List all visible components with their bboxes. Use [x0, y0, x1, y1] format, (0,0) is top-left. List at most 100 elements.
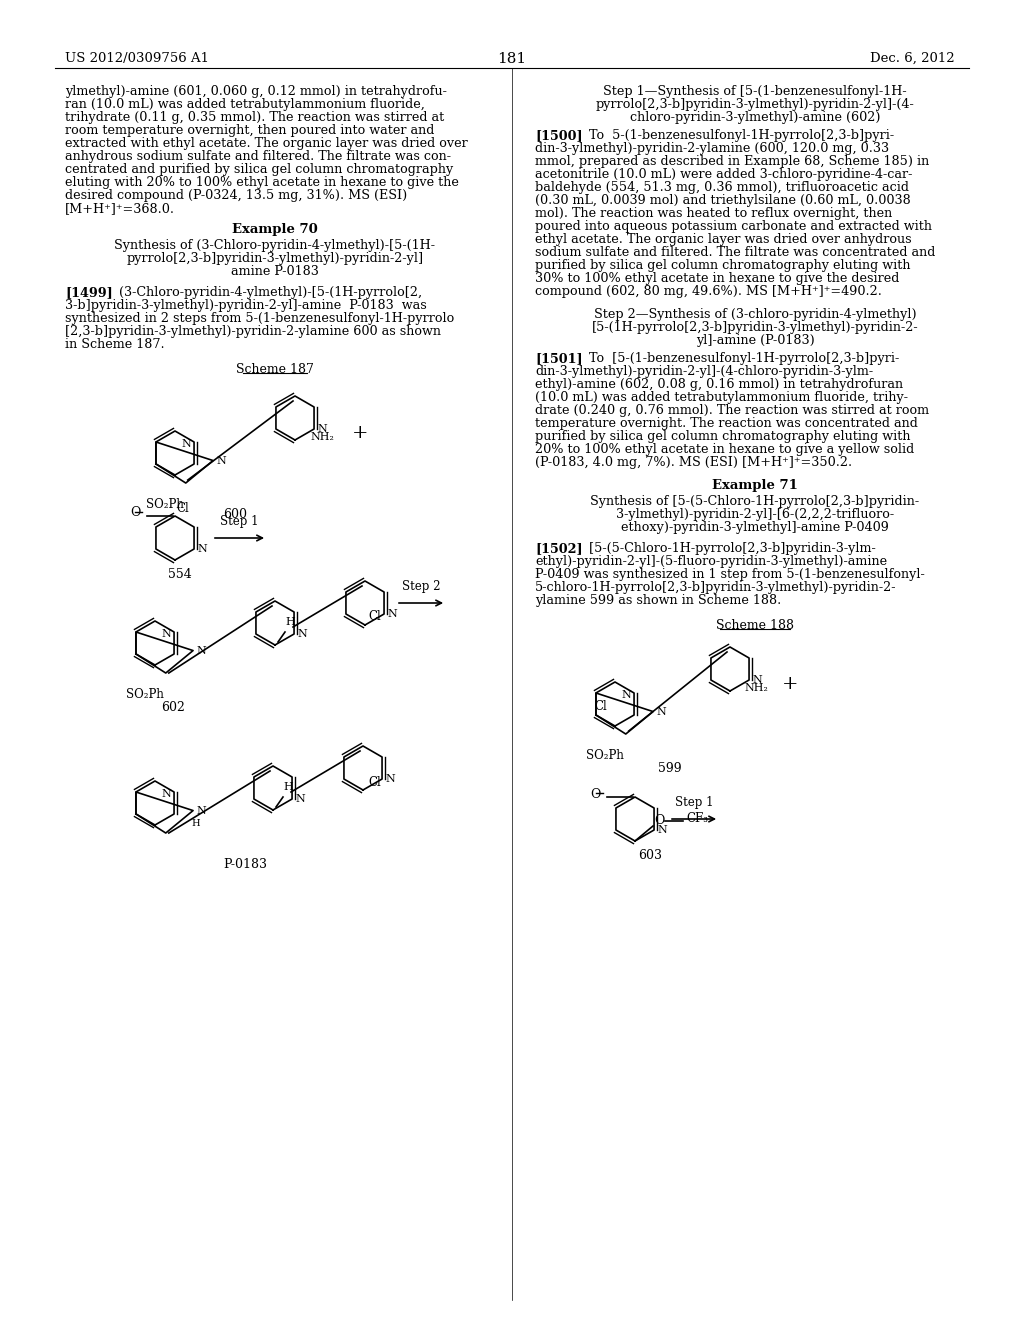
Text: compound (602, 80 mg, 49.6%). MS [M+H⁺]⁺=490.2.: compound (602, 80 mg, 49.6%). MS [M+H⁺]⁺…	[535, 285, 882, 298]
Text: [1502]: [1502]	[535, 543, 583, 554]
Text: yl]-amine (P-0183): yl]-amine (P-0183)	[695, 334, 814, 347]
Text: pyrrolo[2,3-b]pyridin-3-ylmethyl)-pyridin-2-yl]-(4-: pyrrolo[2,3-b]pyridin-3-ylmethyl)-pyridi…	[596, 98, 914, 111]
Text: din-3-ylmethyl)-pyridin-2-yl]-(4-chloro-pyridin-3-ylm-: din-3-ylmethyl)-pyridin-2-yl]-(4-chloro-…	[535, 366, 873, 378]
Text: ethyl acetate. The organic layer was dried over anhydrous: ethyl acetate. The organic layer was dri…	[535, 234, 911, 246]
Text: P-0409 was synthesized in 1 step from 5-(1-benzenesulfonyl-: P-0409 was synthesized in 1 step from 5-…	[535, 568, 925, 581]
Text: synthesized in 2 steps from 5-(1-benzenesulfonyl-1H-pyrrolo: synthesized in 2 steps from 5-(1-benzene…	[65, 312, 455, 325]
Text: Step 1—Synthesis of [5-(1-benzenesulfonyl-1H-: Step 1—Synthesis of [5-(1-benzenesulfony…	[603, 84, 907, 98]
Text: +: +	[781, 675, 799, 693]
Text: Synthesis of [5-(5-Chloro-1H-pyrrolo[2,3-b]pyridin-: Synthesis of [5-(5-Chloro-1H-pyrrolo[2,3…	[591, 495, 920, 508]
Text: room temperature overnight, then poured into water and: room temperature overnight, then poured …	[65, 124, 434, 137]
Text: temperature overnight. The reaction was concentrated and: temperature overnight. The reaction was …	[535, 417, 918, 430]
Text: poured into aqueous potassium carbonate and extracted with: poured into aqueous potassium carbonate …	[535, 220, 932, 234]
Text: N: N	[657, 825, 667, 836]
Text: anhydrous sodium sulfate and filtered. The filtrate was con-: anhydrous sodium sulfate and filtered. T…	[65, 150, 451, 162]
Text: 3-ylmethyl)-pyridin-2-yl]-[6-(2,2,2-trifluoro-: 3-ylmethyl)-pyridin-2-yl]-[6-(2,2,2-trif…	[616, 508, 894, 521]
Text: O: O	[653, 814, 665, 828]
Text: 5-chloro-1H-pyrrolo[2,3-b]pyridin-3-ylmethyl)-pyridin-2-: 5-chloro-1H-pyrrolo[2,3-b]pyridin-3-ylme…	[535, 581, 896, 594]
Text: N: N	[161, 789, 171, 799]
Text: ethoxy)-pyridin-3-ylmethyl]-amine P-0409: ethoxy)-pyridin-3-ylmethyl]-amine P-0409	[622, 521, 889, 535]
Text: Cl: Cl	[369, 776, 381, 788]
Text: ran (10.0 mL) was added tetrabutylammonium fluoride,: ran (10.0 mL) was added tetrabutylammoni…	[65, 98, 425, 111]
Text: To  5-(1-benzenesulfonyl-1H-pyrrolo[2,3-b]pyri-: To 5-(1-benzenesulfonyl-1H-pyrrolo[2,3-b…	[573, 129, 894, 143]
Text: centrated and purified by silica gel column chromatography: centrated and purified by silica gel col…	[65, 162, 454, 176]
Text: [2,3-b]pyridin-3-ylmethyl)-pyridin-2-ylamine 600 as shown: [2,3-b]pyridin-3-ylmethyl)-pyridin-2-yla…	[65, 325, 441, 338]
Text: desired compound (P-0324, 13.5 mg, 31%). MS (ESI): desired compound (P-0324, 13.5 mg, 31%).…	[65, 189, 408, 202]
Text: Scheme 188: Scheme 188	[716, 619, 794, 632]
Text: N: N	[622, 690, 631, 700]
Text: P-0183: P-0183	[223, 858, 267, 871]
Text: (10.0 mL) was added tetrabutylammonium fluoride, trihy-: (10.0 mL) was added tetrabutylammonium f…	[535, 391, 908, 404]
Text: Synthesis of (3-Chloro-pyridin-4-ylmethyl)-[5-(1H-: Synthesis of (3-Chloro-pyridin-4-ylmethy…	[115, 239, 435, 252]
Text: drate (0.240 g, 0.76 mmol). The reaction was stirred at room: drate (0.240 g, 0.76 mmol). The reaction…	[535, 404, 929, 417]
Text: mol). The reaction was heated to reflux overnight, then: mol). The reaction was heated to reflux …	[535, 207, 892, 220]
Text: SO₂Ph: SO₂Ph	[586, 748, 624, 762]
Text: extracted with ethyl acetate. The organic layer was dried over: extracted with ethyl acetate. The organi…	[65, 137, 468, 150]
Text: H: H	[191, 818, 201, 828]
Text: mmol, prepared as described in Example 68, Scheme 185) in: mmol, prepared as described in Example 6…	[535, 154, 929, 168]
Text: NH₂: NH₂	[310, 432, 334, 442]
Text: N: N	[181, 440, 190, 449]
Text: N: N	[161, 630, 171, 639]
Text: 602: 602	[161, 701, 185, 714]
Text: Dec. 6, 2012: Dec. 6, 2012	[870, 51, 954, 65]
Text: Step 1: Step 1	[675, 796, 714, 809]
Text: [5-(1H-pyrrolo[2,3-b]pyridin-3-ylmethyl)-pyridin-2-: [5-(1H-pyrrolo[2,3-b]pyridin-3-ylmethyl)…	[592, 321, 919, 334]
Text: [1501]: [1501]	[535, 352, 583, 366]
Text: US 2012/0309756 A1: US 2012/0309756 A1	[65, 51, 209, 65]
Text: (3-Chloro-pyridin-4-ylmethyl)-[5-(1H-pyrrolo[2,: (3-Chloro-pyridin-4-ylmethyl)-[5-(1H-pyr…	[103, 286, 422, 300]
Text: sodium sulfate and filtered. The filtrate was concentrated and: sodium sulfate and filtered. The filtrat…	[535, 246, 935, 259]
Text: 603: 603	[638, 849, 662, 862]
Text: O: O	[590, 788, 600, 800]
Text: Step 2—Synthesis of (3-chloro-pyridin-4-ylmethyl): Step 2—Synthesis of (3-chloro-pyridin-4-…	[594, 308, 916, 321]
Text: N: N	[385, 774, 395, 784]
Text: purified by silica gel column chromatography eluting with: purified by silica gel column chromatogr…	[535, 259, 910, 272]
Text: N: N	[216, 455, 226, 466]
Text: 600: 600	[223, 508, 247, 521]
Text: H: H	[285, 616, 295, 627]
Text: N: N	[387, 609, 397, 619]
Text: [1499]: [1499]	[65, 286, 113, 300]
Text: Step 2: Step 2	[401, 579, 440, 593]
Text: din-3-ylmethyl)-pyridin-2-ylamine (600, 120.0 mg, 0.33: din-3-ylmethyl)-pyridin-2-ylamine (600, …	[535, 143, 889, 154]
Text: +: +	[352, 424, 369, 442]
Text: [5-(5-Chloro-1H-pyrrolo[2,3-b]pyridin-3-ylm-: [5-(5-Chloro-1H-pyrrolo[2,3-b]pyridin-3-…	[573, 543, 876, 554]
Text: in Scheme 187.: in Scheme 187.	[65, 338, 165, 351]
Text: amine P-0183: amine P-0183	[231, 265, 318, 279]
Text: pyrrolo[2,3-b]pyridin-3-ylmethyl)-pyridin-2-yl]: pyrrolo[2,3-b]pyridin-3-ylmethyl)-pyridi…	[126, 252, 424, 265]
Text: N: N	[198, 544, 207, 554]
Text: ylmethyl)-amine (601, 0.060 g, 0.12 mmol) in tetrahydrofu-: ylmethyl)-amine (601, 0.060 g, 0.12 mmol…	[65, 84, 446, 98]
Text: NH₂: NH₂	[744, 682, 768, 693]
Text: Scheme 187: Scheme 187	[237, 363, 314, 376]
Text: [1500]: [1500]	[535, 129, 583, 143]
Text: N: N	[197, 645, 206, 656]
Text: 20% to 100% ethyl acetate in hexane to give a yellow solid: 20% to 100% ethyl acetate in hexane to g…	[535, 444, 914, 455]
Text: SO₂Ph: SO₂Ph	[146, 498, 184, 511]
Text: (0.30 mL, 0.0039 mol) and triethylsilane (0.60 mL, 0.0038: (0.30 mL, 0.0039 mol) and triethylsilane…	[535, 194, 910, 207]
Text: (P-0183, 4.0 mg, 7%). MS (ESI) [M+H⁺]⁺=350.2.: (P-0183, 4.0 mg, 7%). MS (ESI) [M+H⁺]⁺=3…	[535, 455, 852, 469]
Text: N: N	[753, 675, 762, 685]
Text: trihydrate (0.11 g, 0.35 mmol). The reaction was stirred at: trihydrate (0.11 g, 0.35 mmol). The reac…	[65, 111, 444, 124]
Text: CF₃: CF₃	[686, 812, 708, 825]
Text: Cl: Cl	[369, 610, 381, 623]
Text: purified by silica gel column chromatography eluting with: purified by silica gel column chromatogr…	[535, 430, 910, 444]
Text: ylamine 599 as shown in Scheme 188.: ylamine 599 as shown in Scheme 188.	[535, 594, 781, 607]
Text: chloro-pyridin-3-ylmethyl)-amine (602): chloro-pyridin-3-ylmethyl)-amine (602)	[630, 111, 881, 124]
Text: 30% to 100% ethyl acetate in hexane to give the desired: 30% to 100% ethyl acetate in hexane to g…	[535, 272, 899, 285]
Text: eluting with 20% to 100% ethyl acetate in hexane to give the: eluting with 20% to 100% ethyl acetate i…	[65, 176, 459, 189]
Text: baldehyde (554, 51.3 mg, 0.36 mmol), trifluoroacetic acid: baldehyde (554, 51.3 mg, 0.36 mmol), tri…	[535, 181, 909, 194]
Text: Cl: Cl	[176, 502, 189, 515]
Text: ethyl)-amine (602, 0.08 g, 0.16 mmol) in tetrahydrofuran: ethyl)-amine (602, 0.08 g, 0.16 mmol) in…	[535, 378, 903, 391]
Text: [M+H⁺]⁺=368.0.: [M+H⁺]⁺=368.0.	[65, 202, 175, 215]
Text: ethyl)-pyridin-2-yl]-(5-fluoro-pyridin-3-ylmethyl)-amine: ethyl)-pyridin-2-yl]-(5-fluoro-pyridin-3…	[535, 554, 887, 568]
Text: N: N	[297, 630, 307, 639]
Text: O: O	[130, 507, 140, 520]
Text: N: N	[656, 706, 666, 717]
Text: SO₂Ph: SO₂Ph	[126, 688, 164, 701]
Text: 554: 554	[168, 568, 191, 581]
Text: 3-b]pyridin-3-ylmethyl)-pyridin-2-yl]-amine  P-0183  was: 3-b]pyridin-3-ylmethyl)-pyridin-2-yl]-am…	[65, 300, 427, 312]
Text: To  [5-(1-benzenesulfonyl-1H-pyrrolo[2,3-b]pyri-: To [5-(1-benzenesulfonyl-1H-pyrrolo[2,3-…	[573, 352, 899, 366]
Text: Example 71: Example 71	[712, 479, 798, 492]
Text: 599: 599	[658, 762, 682, 775]
Text: Example 70: Example 70	[232, 223, 317, 236]
